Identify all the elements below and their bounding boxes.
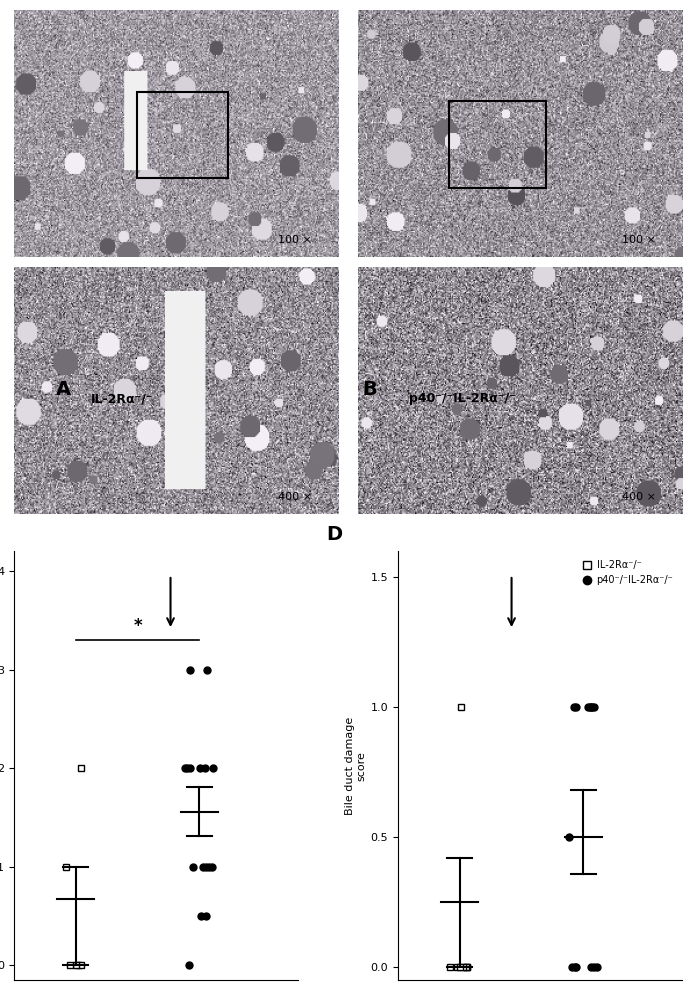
Text: B: B: [362, 380, 377, 399]
Y-axis label: Bile duct damage
score: Bile duct damage score: [345, 717, 366, 815]
Bar: [137, 92, 228, 178]
Text: 400 ×: 400 ×: [278, 492, 313, 502]
Text: *: *: [133, 617, 142, 635]
Text: A: A: [56, 380, 71, 399]
Legend: IL-2Rα⁻/⁻, p40⁻/⁻IL-2Rα⁻/⁻: IL-2Rα⁻/⁻, p40⁻/⁻IL-2Rα⁻/⁻: [578, 556, 677, 589]
Text: 100 ×: 100 ×: [278, 235, 313, 245]
Text: 100 ×: 100 ×: [622, 235, 656, 245]
Text: 400 ×: 400 ×: [622, 492, 656, 502]
Text: IL-2Rα⁻/⁻: IL-2Rα⁻/⁻: [90, 392, 153, 405]
Text: D: D: [326, 525, 343, 544]
Bar: [448, 101, 546, 188]
Text: p40⁻/⁻IL-2Rα⁻/⁻: p40⁻/⁻IL-2Rα⁻/⁻: [409, 392, 516, 405]
